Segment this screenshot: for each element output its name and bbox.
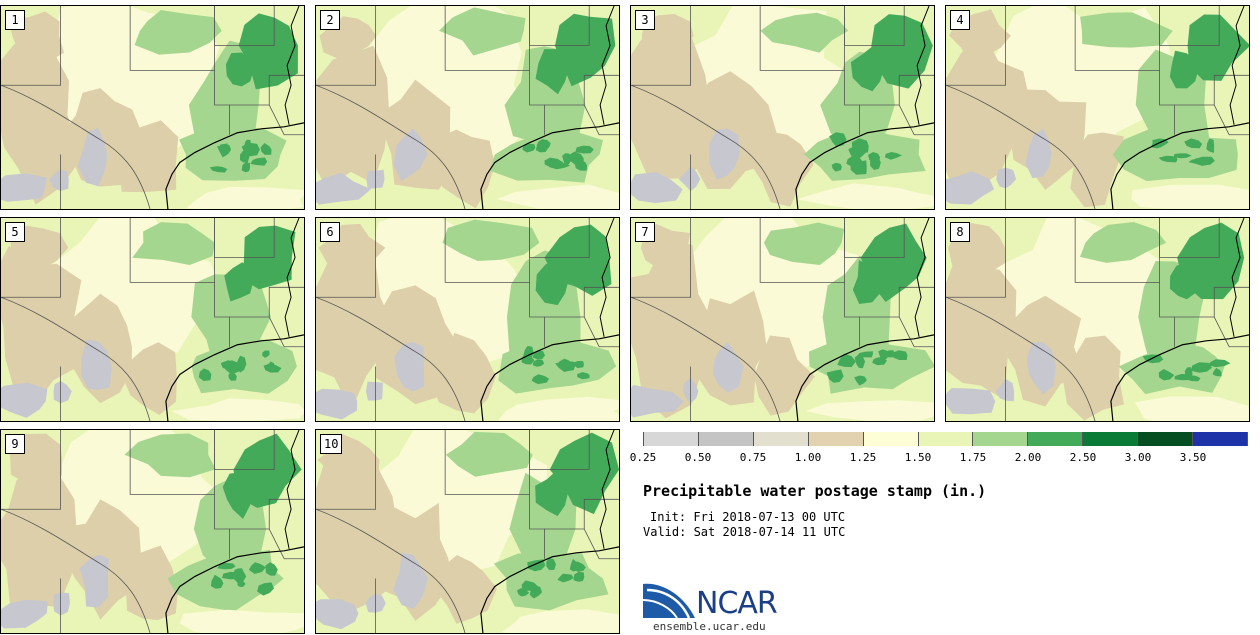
member-label: 4 — [950, 10, 970, 30]
postage-stamp-panel: 10 — [315, 429, 620, 634]
precipitable-water-map — [316, 430, 619, 633]
precipitable-water-map — [316, 218, 619, 421]
precipitable-water-map — [631, 218, 934, 421]
colorbar-swatch — [973, 432, 1029, 446]
colorbar-tick-label: 1.00 — [794, 451, 822, 464]
precipitable-water-map — [946, 6, 1249, 209]
postage-stamp-panel: 7 — [630, 217, 935, 422]
colorbar-swatch — [808, 432, 864, 446]
postage-stamp-panel: 8 — [945, 217, 1250, 422]
colorbar-swatch — [643, 432, 699, 446]
precipitable-water-map — [1, 6, 304, 209]
ncar-logo-icon — [643, 583, 695, 619]
colorbar — [643, 432, 1248, 446]
colorbar-tick-label: 3.50 — [1179, 451, 1207, 464]
colorbar-swatch — [1028, 432, 1084, 446]
colorbar-tick-label: 1.50 — [904, 451, 932, 464]
member-label: 2 — [320, 10, 340, 30]
colorbar-swatch — [863, 432, 919, 446]
figure-title: Precipitable water postage stamp (in.) — [643, 482, 987, 500]
colorbar-tick-label: 3.00 — [1124, 451, 1152, 464]
member-label: 5 — [5, 222, 25, 242]
colorbar-tick-label: 1.25 — [849, 451, 877, 464]
member-label: 1 — [5, 10, 25, 30]
colorbar-tick-label: 1.75 — [959, 451, 987, 464]
colorbar-tick-label: 0.75 — [739, 451, 767, 464]
member-label: 7 — [635, 222, 655, 242]
colorbar-tick-label: 2.50 — [1069, 451, 1097, 464]
postage-stamp-panel: 9 — [0, 429, 305, 634]
postage-stamp-panel: 3 — [630, 5, 935, 210]
colorbar-swatch — [1083, 432, 1139, 446]
member-label: 6 — [320, 222, 340, 242]
precipitable-water-map — [631, 6, 934, 209]
ncar-logo-text: NCAR — [696, 586, 778, 621]
colorbar-swatch — [1138, 432, 1194, 446]
postage-stamp-panel: 5 — [0, 217, 305, 422]
website-url: ensemble.ucar.edu — [653, 620, 766, 633]
precipitable-water-map — [1, 430, 304, 633]
colorbar-swatch — [918, 432, 974, 446]
valid-time: Valid: Sat 2018-07-14 11 UTC — [643, 525, 846, 539]
colorbar-tick-label: 0.50 — [684, 451, 712, 464]
member-label: 10 — [320, 434, 343, 454]
init-time: Init: Fri 2018-07-13 00 UTC — [650, 510, 846, 524]
colorbar-tick-label: 0.25 — [629, 451, 657, 464]
member-label: 9 — [5, 434, 25, 454]
colorbar-tick-label: 2.00 — [1014, 451, 1042, 464]
precipitable-water-map — [1, 218, 304, 421]
postage-stamp-panel: 4 — [945, 5, 1250, 210]
precipitable-water-map — [316, 6, 619, 209]
member-label: 8 — [950, 222, 970, 242]
colorbar-swatch — [698, 432, 754, 446]
postage-stamp-panel: 2 — [315, 5, 620, 210]
postage-stamp-panel: 1 — [0, 5, 305, 210]
colorbar-swatch — [753, 432, 809, 446]
colorbar-tick-labels: 0.25 0.50 0.75 1.00 1.25 1.50 1.75 2.00 2.50 3.00… — [630, 451, 1248, 465]
colorbar-swatch — [1193, 432, 1248, 446]
member-label: 3 — [635, 10, 655, 30]
postage-stamp-panel: 6 — [315, 217, 620, 422]
precipitable-water-map — [946, 218, 1249, 421]
